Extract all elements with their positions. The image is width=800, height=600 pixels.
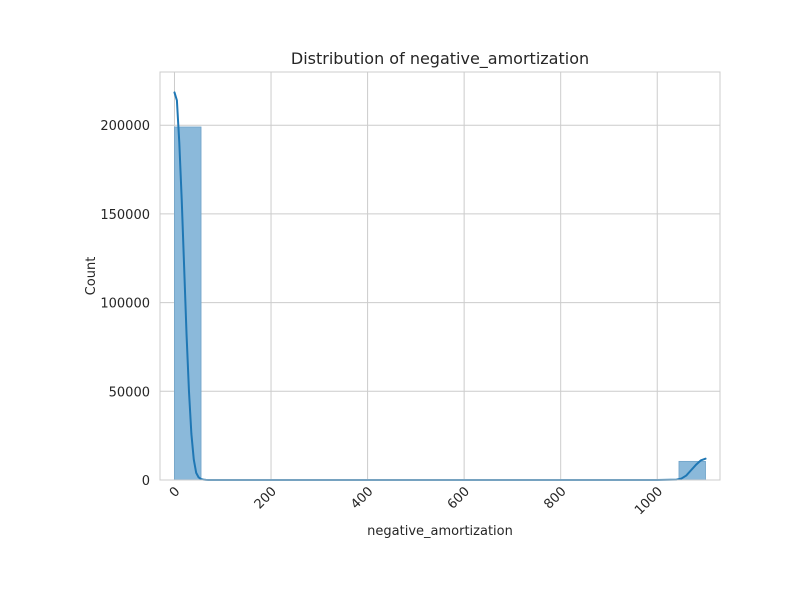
plot-area: 0 50000 100000 150000 200000 0 200 400 600 800 100… [100,71,721,518]
plot-frame [159,71,721,481]
x-tick-label: 0 [167,484,183,500]
x-tick-label: 600 [445,484,473,512]
chart-title: Distribution of negative_amortization [291,49,589,69]
y-tick-label: 50000 [109,385,150,400]
y-tick-label: 100000 [100,297,150,312]
x-tick-label: 800 [541,484,569,512]
y-tick-label: 0 [142,474,150,489]
x-tick-label: 400 [348,484,376,512]
y-axis-label: Count [84,257,99,296]
histogram-bar [174,126,202,481]
y-tick-label: 200000 [100,119,150,134]
x-tick-label: 1000 [632,484,666,518]
kde-line [173,91,707,481]
x-tick-label: 200 [252,484,280,512]
x-axis-label: negative_amortization [367,524,513,539]
y-tick-label: 150000 [100,208,150,223]
